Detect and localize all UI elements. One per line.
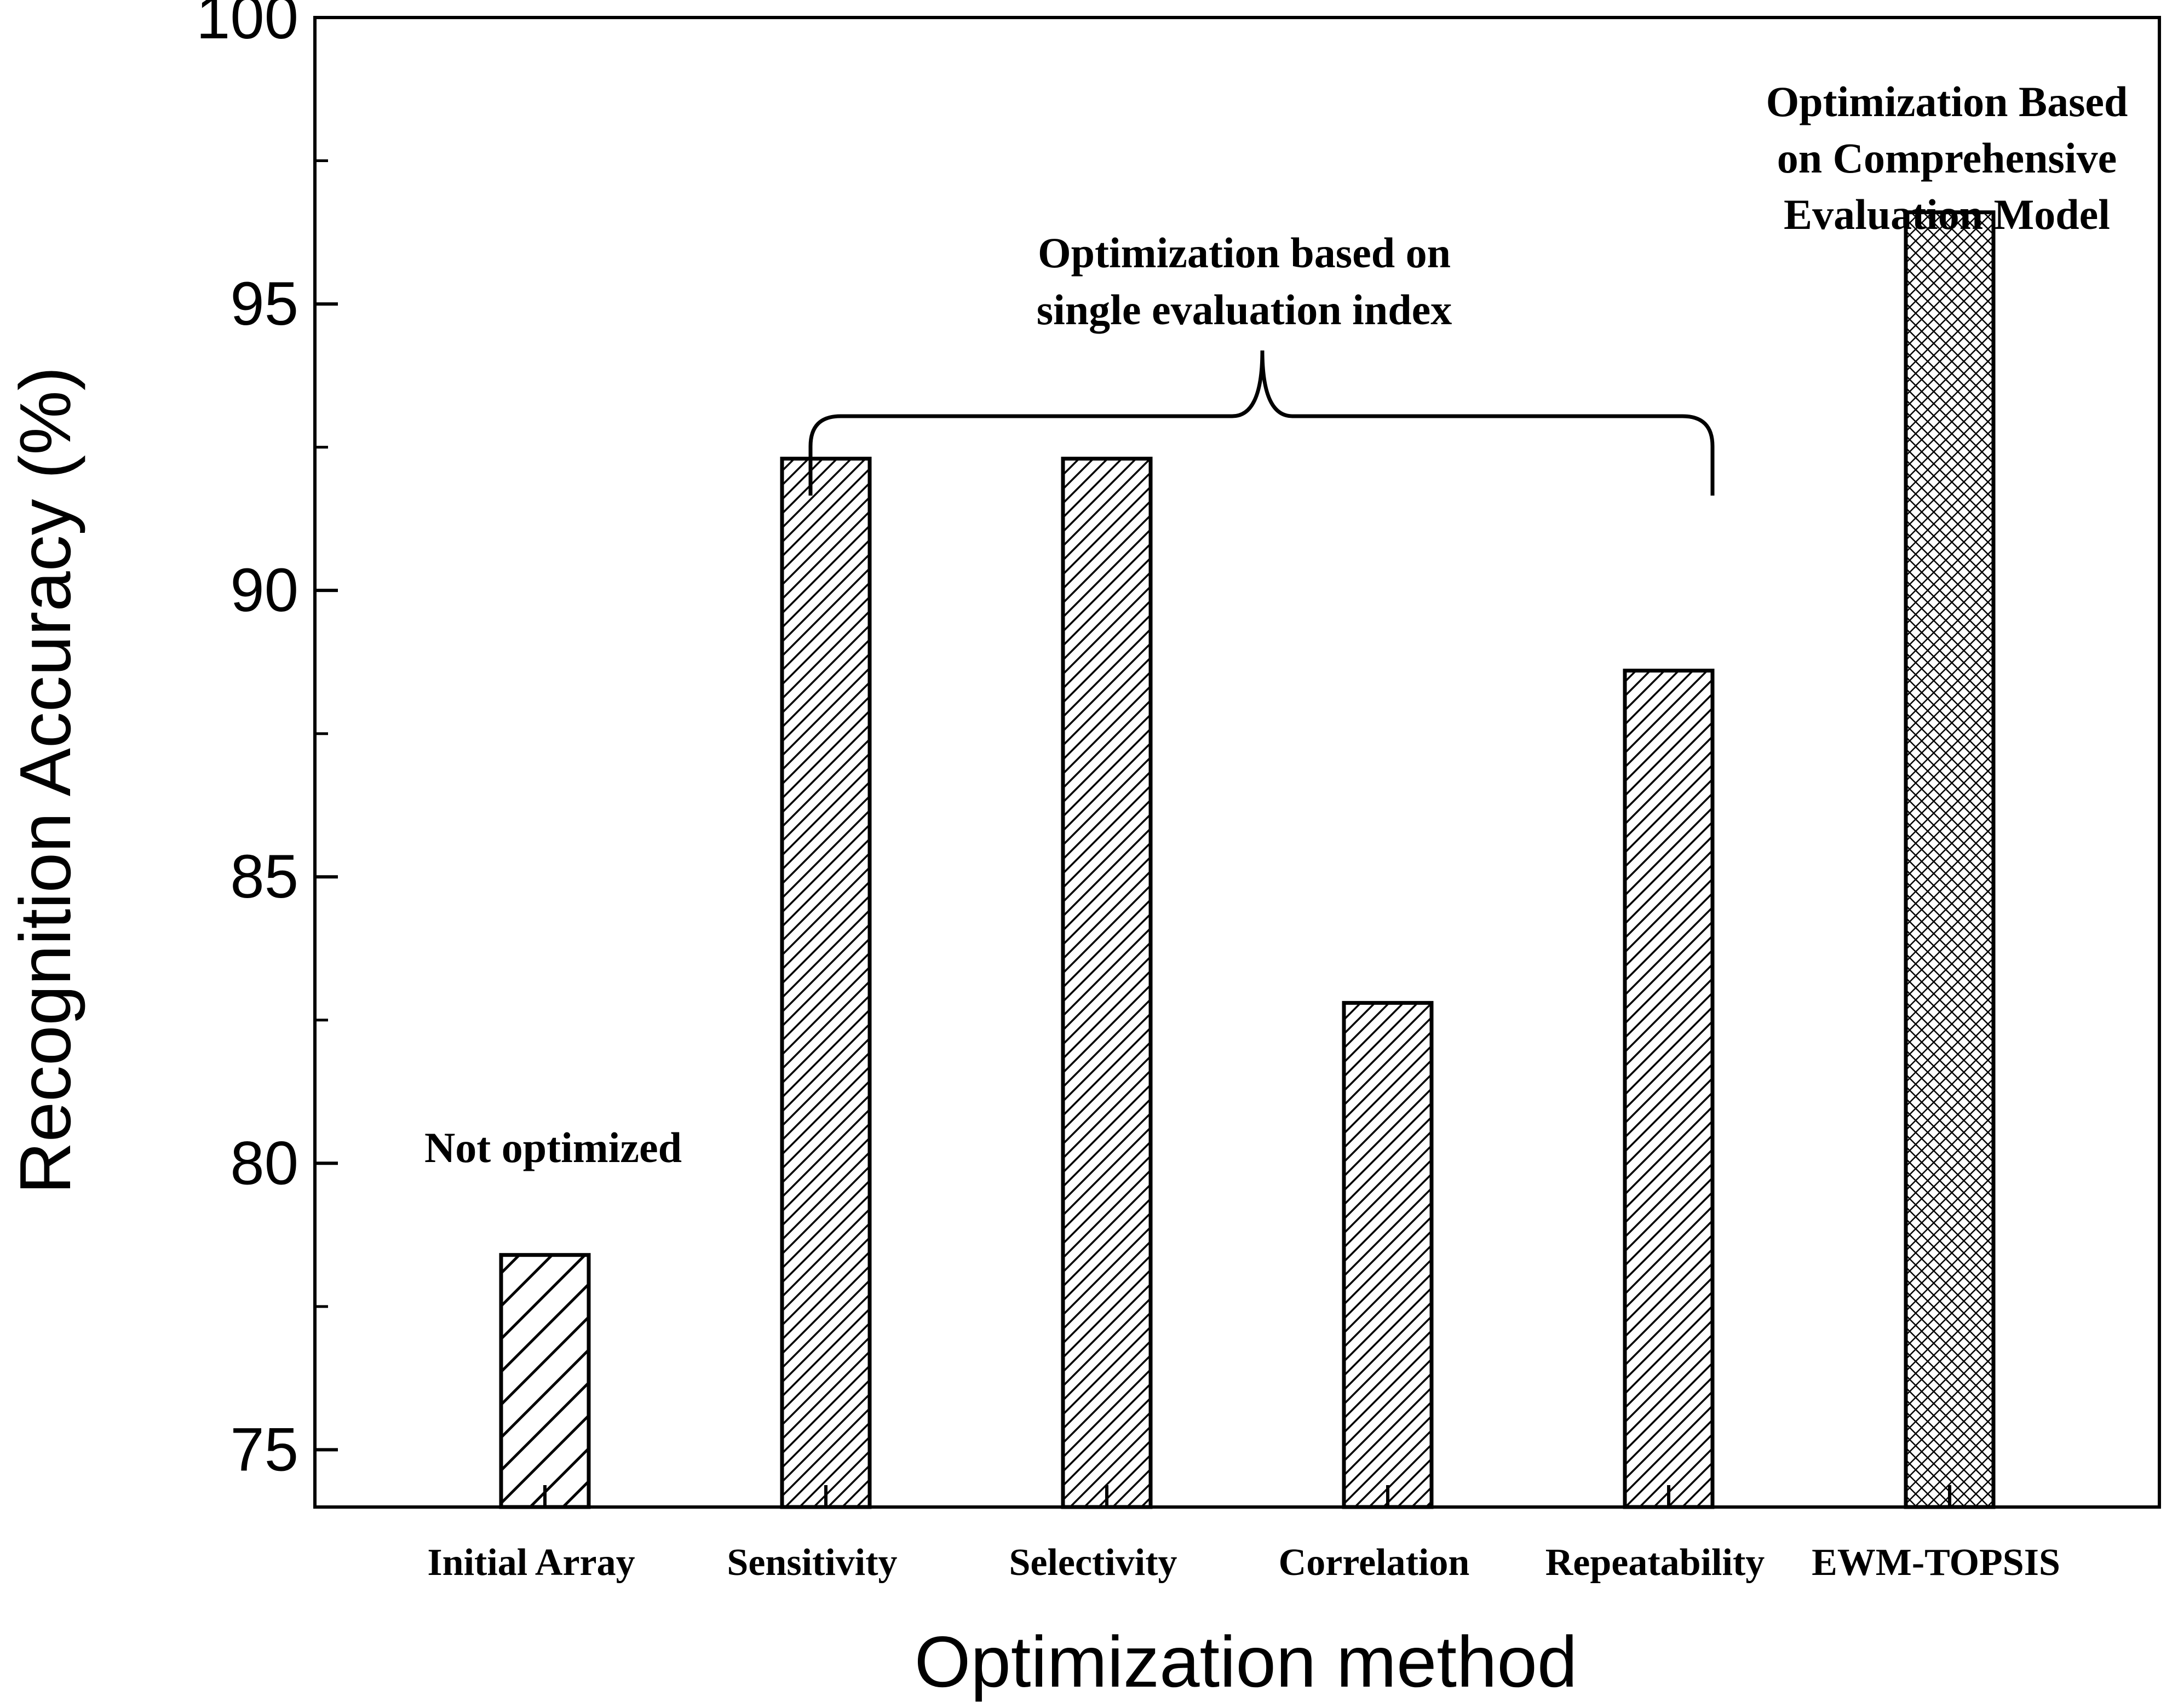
x-tick-label-correlation: Correlation (1279, 1542, 1470, 1584)
y-tick-label: 85 (230, 842, 298, 911)
x-tick-label-initial-array: Initial Array (427, 1542, 635, 1584)
bar-repeatability (1623, 669, 1715, 1509)
y-tick-label: 75 (230, 1415, 298, 1483)
single-index-brace (808, 350, 1715, 496)
bar-sensitivity (780, 457, 872, 1509)
y-axis-title: Recognition Accuracy (%) (5, 366, 85, 1194)
y-tick-label: 95 (230, 269, 298, 338)
bar-selectivity (1061, 457, 1153, 1509)
annotation-single-index-line-1: Optimization based on (1038, 229, 1451, 277)
x-tick-label-repeatability: Repeatability (1545, 1542, 1765, 1584)
annotation-comprehensive-line-2: on Comprehensive (1777, 134, 2117, 182)
annotation-comprehensive-line-1: Optimization Based (1766, 78, 2128, 125)
x-tick-label-selectivity: Selectivity (1009, 1542, 1177, 1584)
annotation-comprehensive-line-3: Evaluation Model (1784, 191, 2110, 238)
plot-frame (313, 16, 2161, 1509)
y-axis: 75 80 85 90 95 100 (196, 0, 338, 1483)
bar-initial-array (499, 1253, 591, 1509)
y-tick-label: 90 (230, 556, 298, 624)
bar-correlation (1342, 1000, 1434, 1509)
bars-group (499, 210, 1996, 1509)
y-tick-label: 80 (230, 1129, 298, 1197)
x-axis-title: Optimization method (915, 1621, 1578, 1702)
y-tick-label: 100 (196, 0, 298, 51)
annotation-single-index-line-2: single evaluation index (1037, 286, 1452, 333)
bar-ewm-topsis (1904, 210, 1996, 1509)
x-tick-label-ewm-topsis: EWM-TOPSIS (1812, 1542, 2060, 1584)
x-tick-label-sensitivity: Sensitivity (727, 1542, 897, 1584)
annotation-not-optimized: Not optimized (424, 1124, 682, 1171)
x-axis: Initial Array Sensitivity Selectivity Corre… (427, 1485, 2060, 1584)
